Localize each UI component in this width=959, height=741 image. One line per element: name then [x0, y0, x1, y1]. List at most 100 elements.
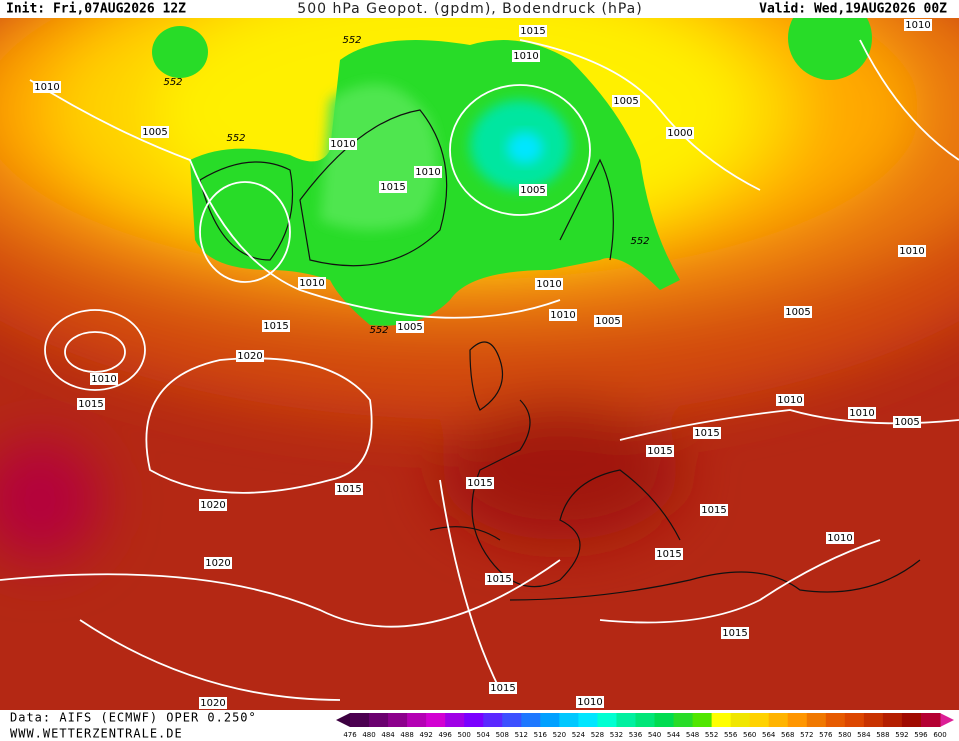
- colorbar-cell: [901, 713, 922, 727]
- colorbar-label: 500: [458, 731, 471, 739]
- colorbar-cell: [787, 713, 808, 727]
- isobar-labels: 1010 1005 552 552 552 1015 1010 1005 1000 1010 101…: [33, 19, 932, 709]
- colorbar-cell: [483, 713, 503, 727]
- colorbar-label: 484: [381, 731, 395, 739]
- website: WWW.WETTERZENTRALE.DE: [10, 727, 183, 741]
- colorbar-cell: [616, 713, 636, 727]
- colorbar-cell: [350, 713, 370, 727]
- label-bg: [90, 373, 118, 385]
- colorbar-cell: [445, 713, 465, 727]
- colorbar-label: 556: [724, 731, 738, 739]
- colorbar-cell: [673, 713, 694, 727]
- label-bg: [549, 309, 577, 321]
- pressure-label: 1010: [899, 246, 924, 257]
- colorbar-cell: [540, 713, 560, 727]
- colorbar-cell: [863, 713, 884, 727]
- label-bg: [485, 573, 513, 585]
- green-areas: [152, 18, 872, 326]
- label-bg: [379, 181, 407, 193]
- pressure-label: 1020: [237, 351, 262, 362]
- colorbar-cell: [825, 713, 846, 727]
- label-bg: [826, 532, 854, 544]
- colorbar-label: 580: [838, 731, 851, 739]
- colorbar-cell: [768, 713, 789, 727]
- pressure-label: 1015: [467, 478, 492, 489]
- label-bg: [898, 245, 926, 257]
- colorbar-label: 516: [534, 731, 548, 739]
- colorbar-label: 520: [553, 731, 566, 739]
- colorbar-cell: [654, 713, 675, 727]
- coastlines: [199, 109, 921, 601]
- label-bg: [893, 416, 921, 428]
- geopotential-label: 552: [630, 236, 649, 247]
- pressure-label: 1020: [200, 698, 225, 709]
- colorbar-cell: [749, 713, 770, 727]
- geopotential-label: 552: [342, 35, 361, 46]
- label-bg: [700, 504, 728, 516]
- colorbar-label: 548: [686, 731, 699, 739]
- label-bg: [776, 394, 804, 406]
- colorbar-label: 576: [819, 731, 833, 739]
- colorbar-label: 564: [762, 731, 776, 739]
- init-time: Init: Fri,07AUG2026 12Z: [6, 2, 186, 17]
- valid-time: Valid: Wed,19AUG2026 00Z: [759, 2, 947, 17]
- label-bg: [594, 315, 622, 327]
- label-bg: [33, 81, 61, 93]
- map-title: 500 hPa Geopot. (gpdm), Bodendruck (hPa): [297, 1, 642, 17]
- label-bg: [489, 682, 517, 694]
- label-bg: [262, 320, 290, 332]
- label-bg: [298, 277, 326, 289]
- label-bg: [414, 166, 442, 178]
- colorbar-cell: [597, 713, 617, 727]
- label-bg: [396, 321, 424, 333]
- pressure-label: 1010: [536, 279, 561, 290]
- colorbar-label: 528: [591, 731, 604, 739]
- pressure-label: 1020: [200, 500, 225, 511]
- colorbar-cell: [426, 713, 446, 727]
- pressure-label: 1010: [827, 533, 852, 544]
- pressure-label: 1010: [550, 310, 575, 321]
- pressure-label: 1015: [722, 628, 747, 639]
- colorbar-cell: [578, 713, 598, 727]
- label-bg: [535, 278, 563, 290]
- pressure-label: 1015: [701, 505, 726, 516]
- label-bg: [141, 126, 169, 138]
- colorbar-label: 488: [400, 731, 413, 739]
- pressure-label: 1005: [520, 185, 545, 196]
- pressure-label: 1010: [577, 697, 602, 708]
- label-bg: [646, 445, 674, 457]
- colorbar-cell: [635, 713, 656, 727]
- pressure-label: 1010: [415, 167, 440, 178]
- label-bg: [519, 25, 547, 37]
- pressure-label: 1000: [667, 128, 692, 139]
- colorbar-label: 544: [667, 731, 681, 739]
- pressure-label: 1015: [694, 428, 719, 439]
- colorbar-label: 596: [914, 731, 928, 739]
- pressure-label: 1010: [299, 278, 324, 289]
- colorbar-label: 508: [496, 731, 509, 739]
- colorbar-cell: [730, 713, 751, 727]
- label-bg: [612, 95, 640, 107]
- colorbar-cell: [369, 713, 389, 727]
- colorbar: 476 480 484 488 492 496 500 504 508 512 516 520 524 5…: [336, 713, 954, 739]
- pressure-label: 1020: [205, 558, 230, 569]
- colorbar-label: 572: [800, 731, 813, 739]
- colorbar-label: 584: [857, 731, 871, 739]
- pressure-label: 1010: [849, 408, 874, 419]
- colorbar-arrow-high: [940, 713, 954, 727]
- colorbar-cell: [559, 713, 579, 727]
- colorbar-cell: [806, 713, 827, 727]
- pressure-label: 1005: [785, 307, 810, 318]
- colorbar-cell: [711, 713, 732, 727]
- label-bg: [848, 407, 876, 419]
- pressure-label: 1015: [490, 683, 515, 694]
- label-bg: [721, 627, 749, 639]
- colorbar-cell: [882, 713, 903, 727]
- label-bg: [576, 696, 604, 708]
- map: 1010 1005 552 552 552 1015 1010 1005 1000 1010 101…: [0, 18, 959, 710]
- pressure-label: 1015: [520, 26, 545, 37]
- geopotential-label: 552: [369, 325, 388, 336]
- colorbar-label: 512: [515, 731, 528, 739]
- data-source: Data: AIFS (ECMWF) OPER 0.250°: [10, 711, 257, 725]
- colorbar-label: 552: [705, 731, 718, 739]
